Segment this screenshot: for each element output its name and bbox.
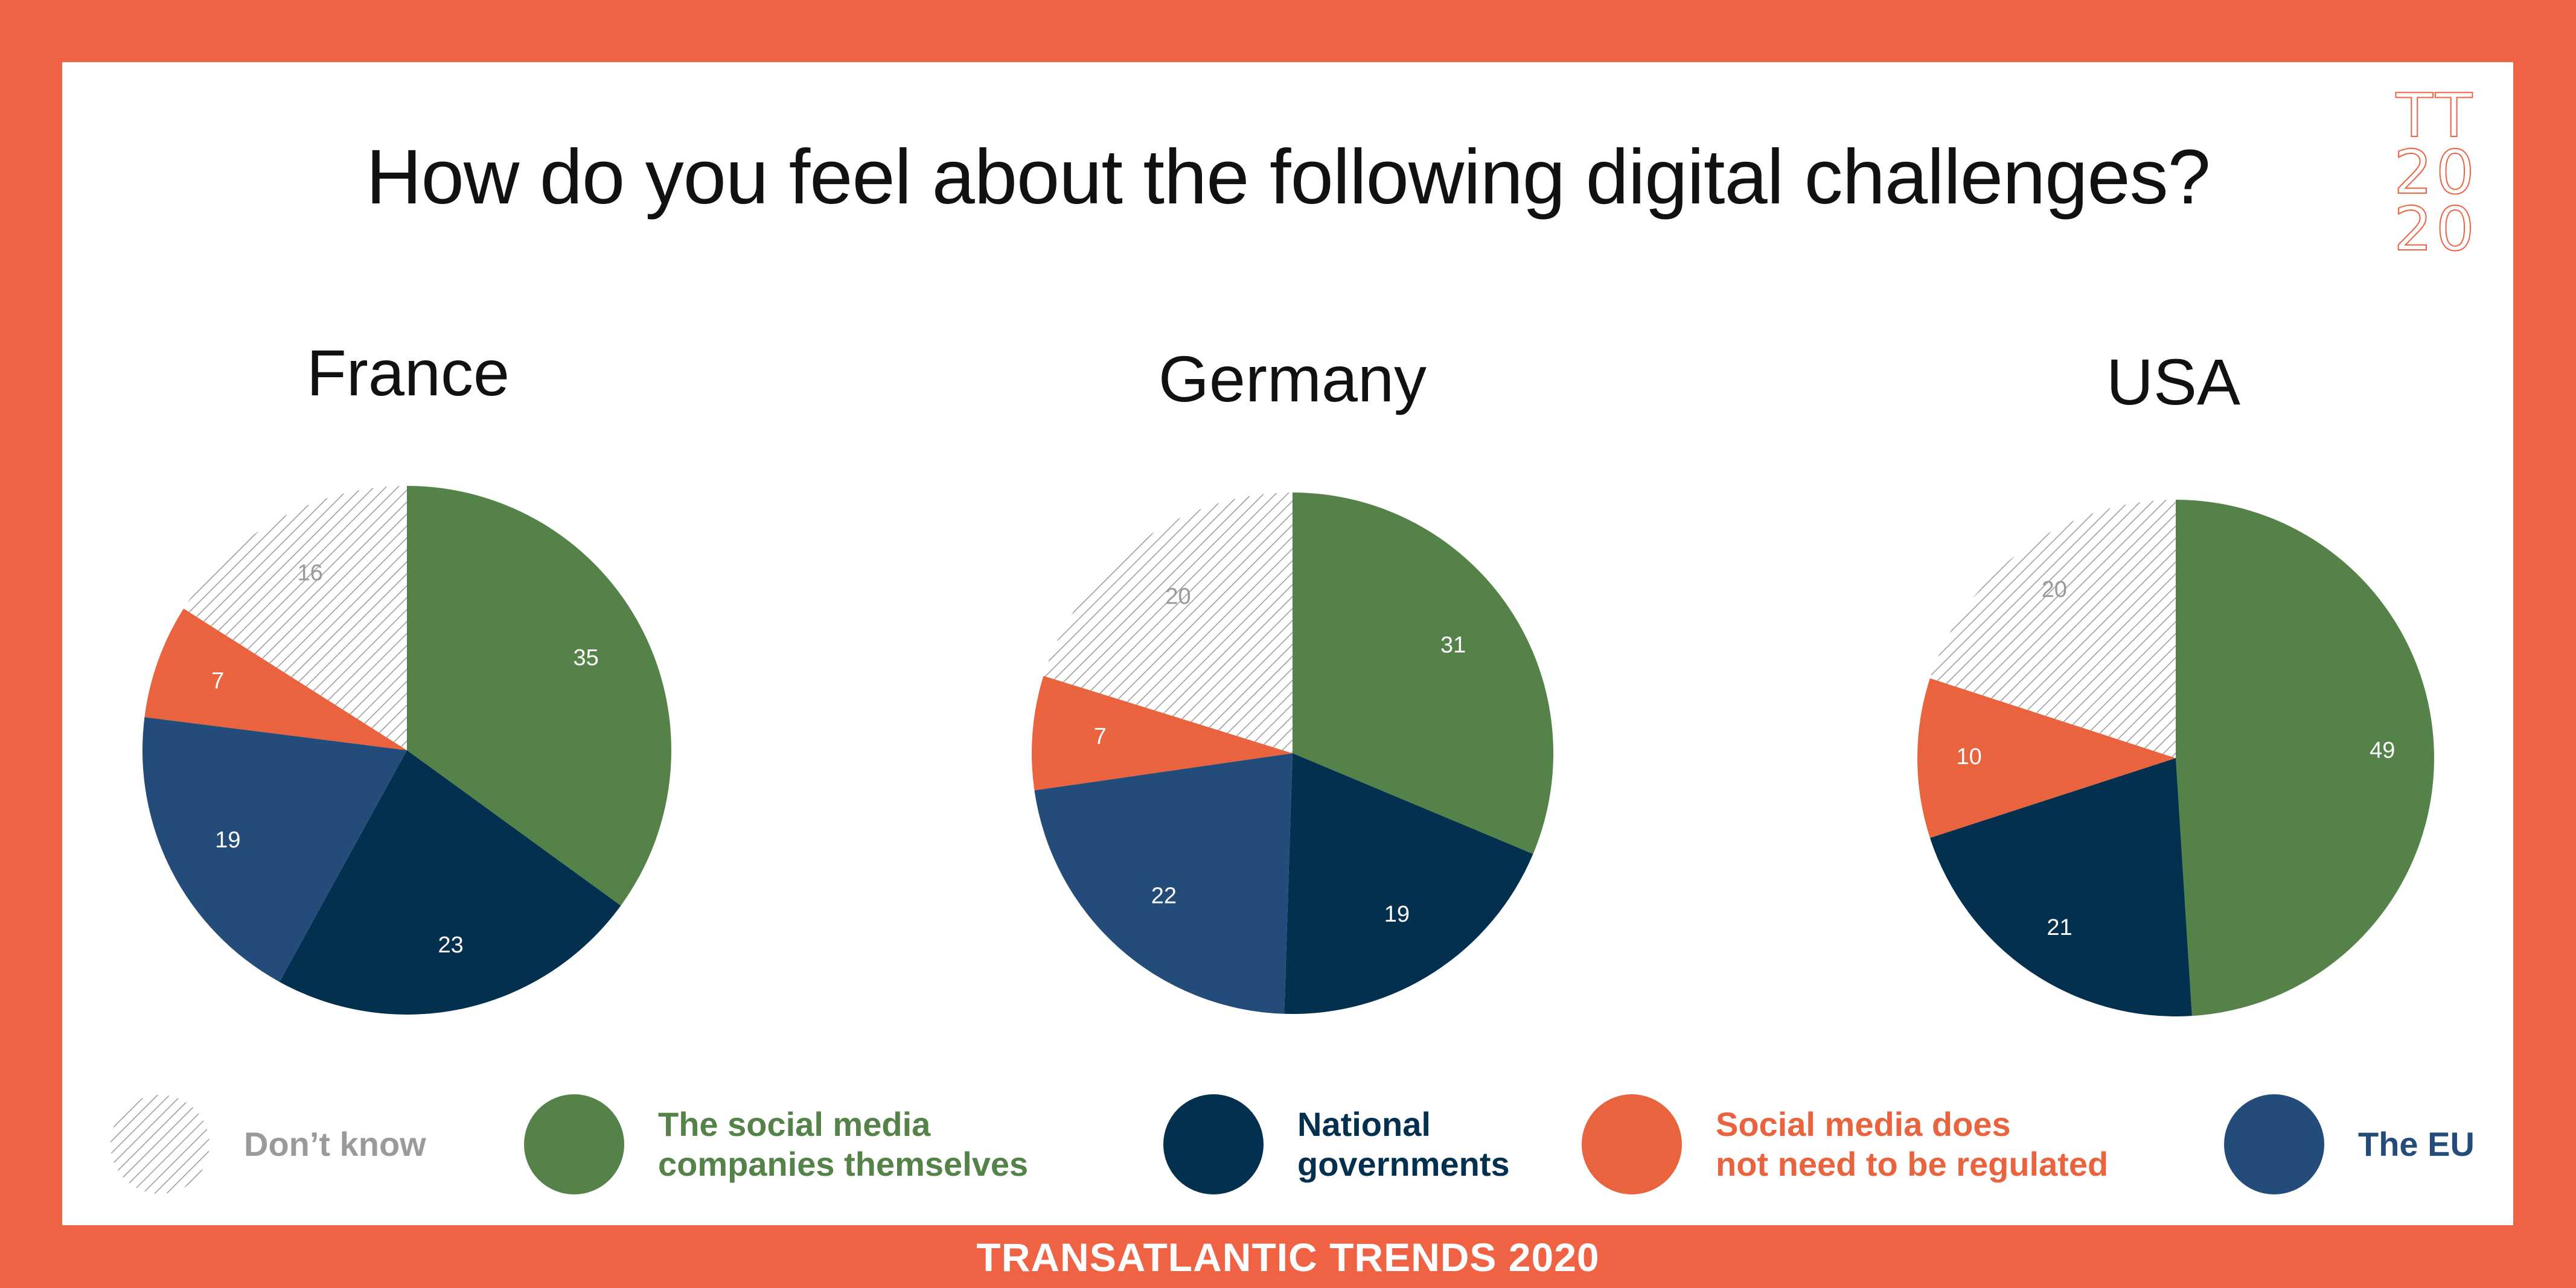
slice-value-label: 23 xyxy=(438,933,463,958)
navy-circle-icon xyxy=(1163,1094,1264,1194)
slice-value-label: 10 xyxy=(1956,744,1981,770)
pie-slice-eu xyxy=(1034,753,1293,1014)
slice-value-label: 49 xyxy=(2370,738,2395,763)
legend-item-not-regulated: Social media does not need to be regulat… xyxy=(1582,1094,2108,1194)
pie-slice-social-media-companies xyxy=(407,486,671,906)
blue-circle-icon xyxy=(2224,1094,2324,1194)
pie-slice-dont-know xyxy=(184,486,407,750)
slice-value-label: 21 xyxy=(2047,915,2072,940)
chart-title-france: France xyxy=(306,336,510,409)
legend-item-national-governments: National governments xyxy=(1163,1094,1510,1194)
legend-label: Don’t know xyxy=(244,1125,426,1163)
pie-usa: 49 21 10 20 xyxy=(1917,500,2434,1016)
logo-line: 20 xyxy=(2393,194,2478,264)
pie-slice-social-media-companies xyxy=(2176,500,2434,1016)
green-circle-icon xyxy=(524,1094,624,1194)
slice-value-label: 7 xyxy=(211,668,224,693)
slice-value-label: 7 xyxy=(1094,724,1107,750)
slice-value-label: 20 xyxy=(2042,577,2067,602)
pie-slice-national-governments xyxy=(1284,753,1533,1014)
tt2020-logo: TT 20 20 xyxy=(2385,80,2487,264)
pie-slice-not-regulated xyxy=(1917,678,2176,838)
legend-item-eu: The EU xyxy=(2224,1094,2475,1194)
legend-label: The EU xyxy=(2358,1125,2475,1163)
pie-slice-social-media-companies xyxy=(1293,493,1553,854)
slice-value-label: 22 xyxy=(1151,883,1177,908)
legend-item-dont-know: Don’t know xyxy=(110,1094,426,1194)
legend-label: National governments xyxy=(1297,1105,1510,1183)
pie-slice-national-governments xyxy=(279,750,621,1015)
pie-slice-dont-know xyxy=(1043,493,1293,753)
legend-label: The social media companies themselves xyxy=(658,1105,1029,1183)
pie-slice-national-governments xyxy=(1929,758,2192,1016)
pie-slice-dont-know xyxy=(1929,500,2176,758)
slice-value-label: 19 xyxy=(215,827,240,853)
logo-line: 20 xyxy=(2393,137,2478,208)
pie-slice-not-regulated xyxy=(144,608,407,750)
legend-item-social-media-companies: The social media companies themselves xyxy=(524,1094,1028,1194)
slice-value-label: 19 xyxy=(1384,902,1410,927)
pie-france: 35 23 19 7 16 xyxy=(142,486,671,1015)
pie-slice-eu xyxy=(142,717,407,982)
logo-line: TT xyxy=(2395,80,2476,151)
chart-title-germany: Germany xyxy=(1158,342,1427,415)
page-title: How do you feel about the following digi… xyxy=(366,134,2211,220)
legend-label: Social media does not need to be regulat… xyxy=(1716,1105,2109,1183)
footer-brand: TRANSATLANTIC TRENDS 2020 xyxy=(976,1235,1600,1280)
slice-value-label: 16 xyxy=(297,560,322,585)
chart-title-usa: USA xyxy=(2106,345,2241,418)
hatched-circle-icon xyxy=(110,1095,209,1194)
slice-value-label: 31 xyxy=(1440,633,1466,658)
slice-value-label: 35 xyxy=(573,645,598,671)
pie-germany: 31 19 22 7 20 xyxy=(1032,493,1553,1014)
orange-circle-icon xyxy=(1582,1094,1682,1194)
slice-value-label: 20 xyxy=(1165,584,1191,610)
pie-slice-not-regulated xyxy=(1032,675,1293,791)
